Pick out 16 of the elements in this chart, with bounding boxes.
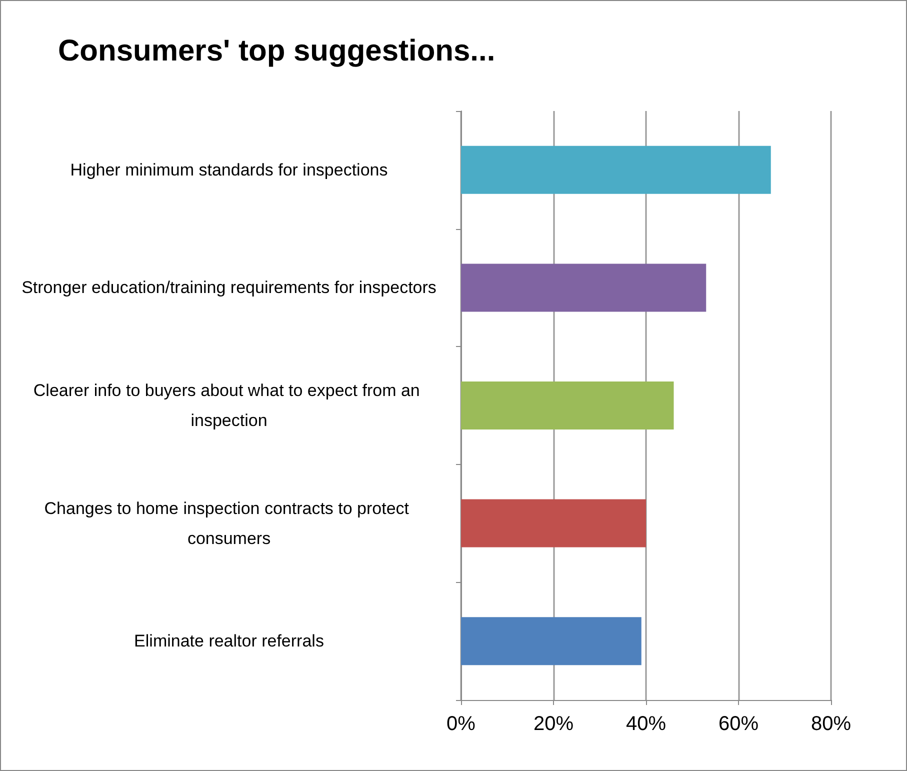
x-tick-label: 0% [446,713,476,735]
y-tick-label: Clearer info to buyers about what to expect from an inspection [33,381,425,430]
y-tick-label: Higher minimum standards for inspections [70,160,388,180]
x-tick-label: 40% [626,713,666,735]
bar [461,382,674,430]
x-tick-label: 80% [810,713,852,735]
x-tick-label: 60% [718,713,759,735]
bar [461,264,706,312]
chart-title: Consumers' top suggestions... [58,34,496,68]
y-tick-label: Changes to home inspection contracts to protect consumers [44,498,414,548]
x-tick-label: 20% [533,713,574,735]
y-tick-label: Eliminate realtor referrals [134,632,324,651]
bar [461,617,642,666]
bar [461,499,646,548]
y-tick-label: Stronger education/training requirements for inspectors [22,278,436,298]
bar [461,146,771,194]
